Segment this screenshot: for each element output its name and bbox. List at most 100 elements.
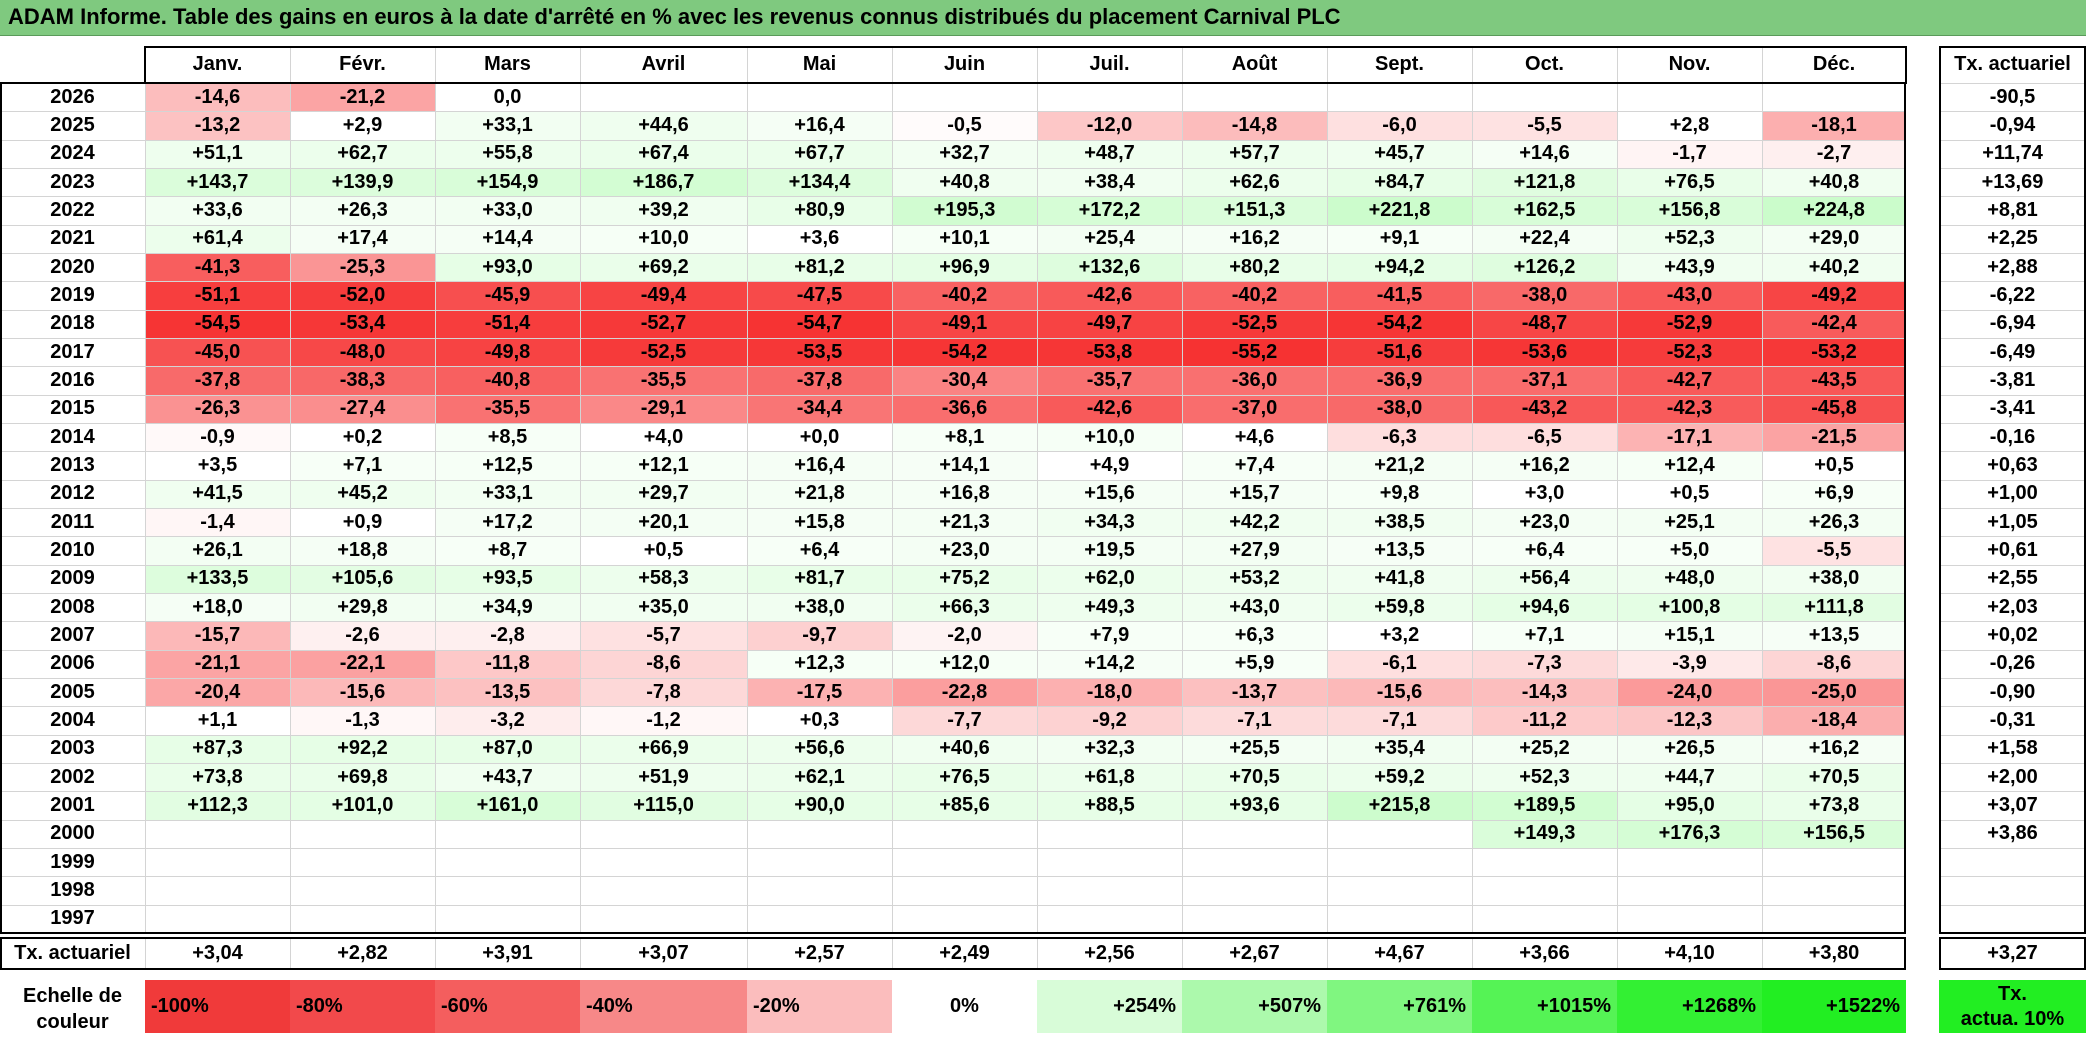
table-cell: +39,2 — [580, 196, 747, 225]
grid-line — [0, 139, 1906, 141]
table-cell: +90,0 — [747, 791, 892, 820]
grid-line — [1939, 762, 2086, 764]
table-cell: -21,5 — [1762, 422, 1906, 452]
table-cell: +21,2 — [1327, 451, 1472, 480]
year-label: 2005 — [50, 680, 95, 703]
table-cell: +96,9 — [892, 252, 1037, 282]
table-cell: -38,0 — [1327, 394, 1472, 423]
grid-line — [1939, 111, 2086, 113]
table-cell: +40,2 — [1762, 252, 1906, 282]
table-cell: +93,6 — [1182, 791, 1327, 820]
grid-line — [1939, 281, 2086, 283]
table-cell: -13,5 — [435, 677, 580, 707]
table-cell — [747, 83, 892, 112]
rate-cell — [1939, 905, 2086, 933]
table-cell: -42,4 — [1762, 309, 1906, 338]
table-cell: +33,6 — [145, 196, 290, 225]
table-cell — [747, 819, 892, 848]
grid-line — [1762, 937, 1763, 970]
table-cell: +121,8 — [1472, 167, 1617, 197]
summary-cell: +2,49 — [939, 942, 990, 964]
grid-line — [1939, 649, 2086, 651]
table-cell: -37,8 — [747, 366, 892, 395]
table-cell: +34,3 — [1037, 507, 1182, 537]
year-label: 2017 — [50, 340, 95, 363]
table-cell: +111,8 — [1762, 592, 1906, 622]
table-cell: +62,0 — [1037, 564, 1182, 593]
year-label: 2018 — [50, 312, 95, 335]
rate-cell: +1,05 — [1987, 510, 2038, 533]
table-cell: +93,5 — [435, 564, 580, 593]
grid-line — [0, 791, 1906, 793]
table-cell: -2,6 — [290, 621, 435, 650]
table-cell: -55,2 — [1182, 337, 1327, 367]
grid-line — [747, 46, 748, 933]
table-cell: +4,6 — [1182, 422, 1327, 452]
rate-cell: +2,88 — [1987, 255, 2038, 278]
table-cell: +6,3 — [1182, 621, 1327, 650]
table-cell: +17,2 — [435, 507, 580, 537]
table-cell: +62,1 — [747, 762, 892, 792]
table-cell: -7,7 — [892, 706, 1037, 735]
table-cell: +75,2 — [892, 564, 1037, 593]
table-cell: +61,8 — [1037, 762, 1182, 792]
table-cell — [1762, 904, 1906, 933]
table-cell: -49,7 — [1037, 309, 1182, 338]
year-label: 2019 — [50, 283, 95, 306]
table-cell: +5,0 — [1617, 536, 1762, 565]
table-cell — [290, 904, 435, 933]
legend-swatch: +761% — [1327, 980, 1472, 1033]
table-cell — [1617, 847, 1762, 877]
table-cell: +126,2 — [1472, 252, 1617, 282]
table-cell: +57,7 — [1182, 139, 1327, 168]
table-cell — [1762, 83, 1906, 112]
table-cell: -22,1 — [290, 649, 435, 678]
table-cell: -41,5 — [1327, 281, 1472, 310]
table-cell: +0,3 — [747, 706, 892, 735]
year-label: 2009 — [50, 567, 95, 590]
table-cell: +9,1 — [1327, 224, 1472, 253]
grid-line — [290, 46, 291, 933]
year-label: 2006 — [50, 652, 95, 675]
table-cell: +29,7 — [580, 479, 747, 508]
grid-line — [0, 621, 1906, 623]
table-cell: -52,5 — [580, 337, 747, 367]
grid-line — [1472, 937, 1473, 970]
rate-cell: -0,31 — [1989, 708, 2036, 731]
legend-rate-swatch: Tx. actua. 10% — [1939, 980, 2086, 1033]
grid-line — [0, 451, 1906, 453]
year-label: 2004 — [50, 708, 95, 731]
table-cell: -25,3 — [290, 252, 435, 282]
table-cell: +44,6 — [580, 111, 747, 140]
table-cell: -52,7 — [580, 309, 747, 338]
table-cell: -42,7 — [1617, 366, 1762, 395]
legend-rate-line1: Tx. — [1998, 982, 2027, 1005]
table-cell: +25,2 — [1472, 734, 1617, 763]
grid-line — [1939, 706, 2086, 708]
table-cell: +14,1 — [892, 451, 1037, 480]
grid-line — [1939, 366, 2086, 368]
table-cell: +88,5 — [1037, 791, 1182, 820]
table-cell — [1617, 83, 1762, 112]
year-label: 2025 — [50, 113, 95, 136]
table-cell: +16,8 — [892, 479, 1037, 508]
table-cell: +19,5 — [1037, 536, 1182, 565]
table-cell: -42,6 — [1037, 281, 1182, 310]
table-cell: +32,7 — [892, 139, 1037, 168]
table-cell: +80,2 — [1182, 252, 1327, 282]
table-cell: -18,4 — [1762, 706, 1906, 735]
table-cell: -14,6 — [145, 83, 290, 112]
grid-line — [1939, 932, 2086, 934]
month-header: Mars — [484, 53, 531, 75]
table-cell: -2,0 — [892, 621, 1037, 650]
grid-line — [1939, 564, 2086, 566]
table-cell — [290, 876, 435, 905]
table-cell: -36,6 — [892, 394, 1037, 423]
rate-cell: +11,74 — [1982, 142, 2043, 165]
table-cell: +95,0 — [1617, 791, 1762, 820]
table-cell: +12,3 — [747, 649, 892, 678]
table-cell: +8,7 — [435, 536, 580, 565]
legend-swatch: +1268% — [1617, 980, 1762, 1033]
summary-cell: +2,67 — [1229, 942, 1280, 964]
table-cell — [435, 847, 580, 877]
